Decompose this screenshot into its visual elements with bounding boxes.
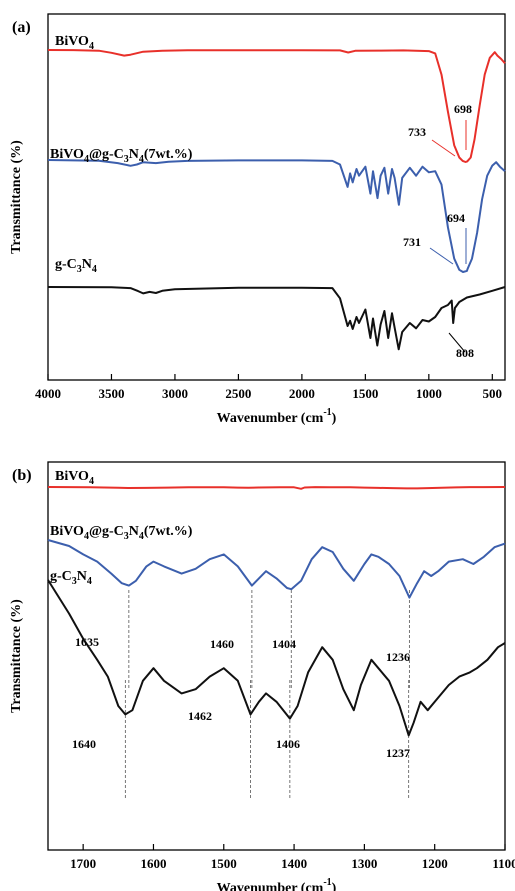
x-tick-label: 500	[483, 386, 503, 401]
series-label: BiVO4@g-C3N4(7wt.%)	[50, 147, 193, 165]
annotation-label: 1236	[386, 650, 410, 664]
annotation-label: 733	[408, 125, 426, 139]
y-axis-label: Transmittance (%)	[9, 599, 24, 713]
annotation-label: 1406	[276, 737, 300, 751]
annotation-label: 698	[454, 102, 472, 116]
annotation-label: 1460	[210, 637, 234, 651]
x-axis-label: Wavenumber (cm-1)	[217, 407, 337, 426]
series-line	[47, 539, 506, 599]
plot-frame	[47, 461, 506, 851]
annotation-label: 1237	[386, 746, 410, 760]
x-tick-label: 1600	[140, 856, 166, 871]
annotation-label: 808	[456, 346, 474, 360]
x-tick-label: 1200	[422, 856, 448, 871]
chart-panel-b: 1700 1600 1500 1400 1300 1200 1100 (b) Transmitt…	[9, 461, 515, 891]
annotation-arrow	[429, 247, 454, 265]
x-tick-label: 1700	[70, 856, 96, 871]
x-axis-label: Wavenumber (cm-1)	[217, 877, 337, 891]
annotation-label: 731	[403, 235, 421, 249]
x-tick-label: 1500	[352, 386, 378, 401]
x-tick-label: 3000	[162, 386, 188, 401]
series-line	[47, 579, 506, 737]
annotation-label: 694	[447, 211, 465, 225]
annotation-label: 1404	[272, 637, 296, 651]
series-line	[47, 286, 506, 351]
x-tick-label: 1100	[492, 856, 515, 871]
x-tick-label: 4000	[35, 386, 61, 401]
x-tick-label: 2000	[289, 386, 315, 401]
x-tick-label: 2500	[225, 386, 251, 401]
series-line	[47, 486, 506, 490]
series-label: BiVO4	[55, 469, 94, 487]
x-tick-label: 1500	[211, 856, 237, 871]
annotation-label: 1462	[188, 709, 212, 723]
annotation-label: 1640	[72, 737, 96, 751]
plot-frame	[47, 13, 506, 381]
x-tick-label: 1300	[351, 856, 377, 871]
chart-panel-a: 4000 3500 3000 2500 2000 1500 1000 500 (a) Transm…	[9, 13, 506, 426]
series-label: BiVO4@g-C3N4(7wt.%)	[50, 524, 193, 542]
series-line	[47, 159, 506, 273]
series-label: g-C3N4	[55, 257, 97, 275]
x-tick-label: 1400	[281, 856, 307, 871]
series-line	[47, 49, 506, 163]
annotation-arrow	[431, 139, 456, 157]
series-label: BiVO4	[55, 34, 94, 52]
panel-label: (b)	[12, 467, 32, 484]
annotation-label: 1635	[75, 635, 99, 649]
series-label: g-C3N4	[50, 569, 92, 587]
y-axis-label: Transmittance (%)	[9, 140, 24, 254]
panel-label: (a)	[12, 19, 31, 36]
annotation-arrow	[448, 332, 466, 353]
x-tick-label: 3500	[98, 386, 124, 401]
x-tick-label: 1000	[416, 386, 442, 401]
